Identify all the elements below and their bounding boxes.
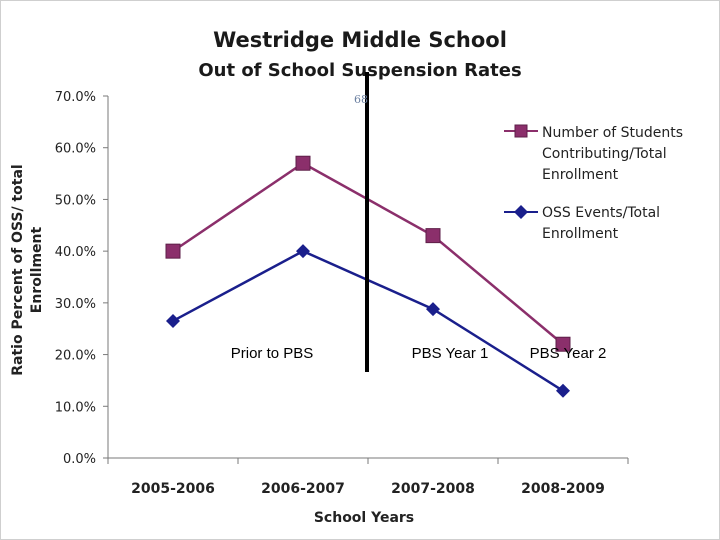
data-point-oss-events [296,244,310,259]
data-point-students [295,155,311,171]
x-axis-title: School Years [314,510,414,526]
data-point-students [555,336,571,352]
legend-label-oss-line1: OSS Events/Total [542,205,660,221]
chart-title: Westridge Middle School [213,28,507,52]
data-point-oss-events [426,302,440,317]
y-tick-label: 60.0% [55,142,96,157]
legend-entry-oss-events: OSS Events/Total Enrollment [504,205,660,242]
y-axis-title-line1: Ratio Percent of OSS/ total [10,164,26,375]
legend-label-students-line1: Number of Students [542,125,683,141]
y-tick-label: 70.0% [55,90,96,105]
legend-marker-oss-events [514,205,528,219]
legend-entry-students: Number of Students Contributing/Total En… [504,124,683,183]
y-tick-label: 10.0% [55,400,96,415]
legend-label-students-line2: Contributing/Total [542,146,667,162]
legend-label-oss-line2: Enrollment [542,226,619,242]
slide-number: 68 [354,93,368,106]
y-tick-label: 0.0% [63,452,96,467]
y-tick-label: 20.0% [55,349,96,364]
legend-marker-students [514,124,528,138]
x-tick-label: 2008-2009 [521,481,605,497]
data-point-students [165,243,181,259]
y-tick-label: 30.0% [55,297,96,312]
y-axis-title-line2: Enrollment [29,227,45,314]
x-tick-label: 2007-2008 [391,481,475,497]
legend: Number of Students Contributing/Total En… [504,124,683,242]
annotation-pbs-year-1: PBS Year 1 [412,345,489,362]
chart-subtitle: Out of School Suspension Rates [198,60,521,81]
x-ticks: 2005-2006 2006-2007 2007-2008 2008-2009 [107,458,629,497]
data-point-oss-events [166,313,180,328]
annotation-prior-to-pbs: Prior to PBS [231,345,314,362]
series-layer [165,155,571,398]
x-tick-label: 2005-2006 [131,481,215,497]
x-tick-label: 2006-2007 [261,481,345,497]
annotation-pbs-year-2: PBS Year 2 [530,345,607,362]
y-ticks: 0.0% 10.0% 20.0% 30.0% 40.0% 50.0% 60.0% 70.0% [55,90,108,467]
legend-label-students-line3: Enrollment [542,167,619,183]
data-point-students [425,228,441,244]
y-tick-label: 50.0% [55,193,96,208]
y-tick-label: 40.0% [55,245,96,260]
data-point-oss-events [556,383,570,398]
